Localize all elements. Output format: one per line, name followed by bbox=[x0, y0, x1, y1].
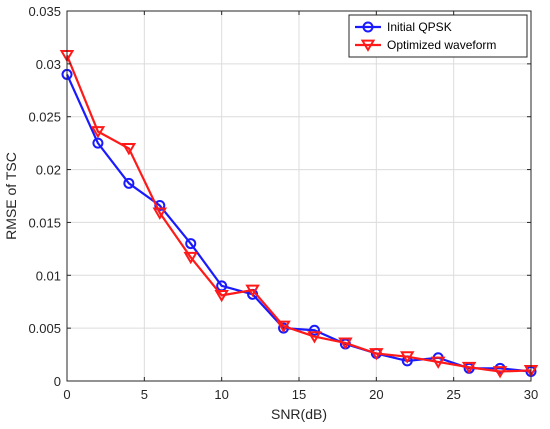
legend-label: Optimized waveform bbox=[387, 38, 496, 52]
series-line bbox=[65, 54, 532, 373]
data-point bbox=[121, 143, 137, 156]
legend-box bbox=[348, 14, 528, 58]
x-tick-label: 15 bbox=[292, 387, 306, 402]
y-tick-label: 0.01 bbox=[36, 268, 61, 283]
data-point bbox=[245, 284, 260, 298]
data-point bbox=[123, 177, 135, 189]
x-tick-label: 25 bbox=[446, 387, 460, 402]
data-point bbox=[400, 351, 415, 364]
data-point bbox=[152, 207, 168, 220]
ticks: 0 5 10 15 20 25 30 0 0.005 0.01 0.015 0.02 0.025 0.03… bbox=[28, 4, 538, 402]
y-tick-label: 0.03 bbox=[36, 57, 61, 72]
legend: Initial QPSK Optimized waveform bbox=[348, 14, 528, 58]
data-point bbox=[369, 348, 384, 361]
x-tick-label: 20 bbox=[369, 387, 383, 402]
series-1 bbox=[59, 50, 539, 379]
data-point bbox=[308, 324, 320, 336]
data-point bbox=[338, 337, 353, 350]
legend-label: Initial QPSK bbox=[387, 20, 452, 34]
y-axis-label: RMSE of TSC bbox=[3, 152, 19, 240]
y-tick-label: 0.015 bbox=[28, 215, 61, 230]
data-point bbox=[92, 137, 104, 149]
data-point bbox=[214, 289, 229, 303]
legend-marker bbox=[360, 39, 376, 52]
x-tick-label: 5 bbox=[141, 387, 148, 402]
y-tick-label: 0.005 bbox=[28, 321, 61, 336]
data-point bbox=[430, 356, 446, 369]
y-tick-label: 0 bbox=[54, 374, 61, 389]
y-tick-label: 0.025 bbox=[28, 110, 61, 125]
data-point bbox=[492, 366, 508, 379]
grid bbox=[67, 11, 531, 381]
legend-marker bbox=[362, 21, 374, 33]
data-point bbox=[90, 126, 106, 139]
x-tick-label: 10 bbox=[214, 387, 228, 402]
data-point bbox=[185, 238, 197, 250]
data-point bbox=[307, 331, 322, 344]
data-point bbox=[183, 251, 198, 265]
data-point bbox=[461, 361, 477, 375]
y-tick-label: 0.02 bbox=[36, 163, 61, 178]
data-point bbox=[276, 320, 291, 333]
series-line bbox=[65, 73, 532, 373]
x-tick-label: 0 bbox=[63, 387, 70, 402]
x-tick-label: 30 bbox=[524, 387, 538, 402]
x-axis-label: SNR(dB) bbox=[271, 406, 327, 422]
series-layer bbox=[59, 50, 539, 379]
y-tick-label: 0.035 bbox=[28, 4, 61, 19]
